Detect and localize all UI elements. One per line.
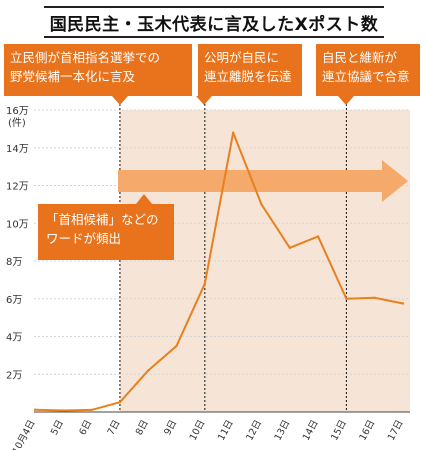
y-tick-label: 14万	[6, 144, 29, 155]
callout-line-2: 野党候補一本化に言及	[10, 69, 136, 84]
x-tick-label: 14日	[301, 418, 321, 442]
x-tick-label: 16日	[357, 418, 377, 442]
x-tick-label: 10日	[188, 418, 208, 442]
data-point	[288, 246, 291, 249]
x-tick-label: 13日	[273, 418, 293, 442]
x-tick-label: 9日	[162, 418, 179, 437]
data-point	[118, 400, 122, 404]
y-tick-label: 2万	[6, 370, 22, 381]
data-point	[401, 302, 405, 305]
data-point	[316, 235, 320, 238]
callout-line-2: 連立離脱を伝達	[204, 69, 292, 84]
callout-line-1: 立民側が首相指名選挙での	[10, 50, 161, 65]
data-point	[62, 409, 65, 412]
x-tick-label: 8日	[134, 418, 151, 437]
callout-opposition-candidate: 立民側が首相指名選挙での 野党候補一本化に言及	[4, 44, 192, 105]
y-tick-label: 8万	[6, 257, 22, 268]
callout-line-2: 連立協議で合意	[322, 69, 410, 84]
y-tick-label: 12万	[6, 182, 29, 193]
data-point	[345, 297, 348, 300]
callout-ldp-ishin-agreement: 自民と維新が 連立協議で合意	[316, 44, 420, 105]
x-tick-label: 10月4日	[10, 418, 37, 450]
x-tick-label: 6日	[77, 418, 94, 437]
data-point	[373, 296, 376, 300]
data-point	[147, 369, 150, 372]
x-tick-label: 11日	[216, 418, 236, 442]
x-tick-label: 15日	[329, 418, 349, 442]
data-point	[33, 408, 37, 411]
callout-line-1: 自民と維新が	[322, 50, 398, 65]
data-point	[260, 203, 263, 206]
x-tick-label: 5日	[49, 418, 66, 437]
data-point	[203, 282, 207, 285]
y-axis-unit: (件)	[8, 117, 26, 129]
y-tick-label: 6万	[6, 295, 22, 306]
chart-title: 国民民主・玉木代表に言及したXポスト数	[44, 6, 384, 38]
data-point	[90, 408, 93, 412]
x-tick-label: 12日	[244, 418, 264, 442]
callout-line-1: 公明が自民に	[204, 50, 280, 65]
callout-komeito-exit: 公明が自民に 連立離脱を伝達	[196, 44, 302, 105]
y-tick-label: 10万	[6, 219, 29, 230]
note-line-2: ワードが頻出	[46, 231, 122, 246]
x-tick-label: 7日	[106, 418, 123, 437]
note-line-1: 「首相候補」などの	[46, 212, 159, 227]
x-tick-label: 17日	[386, 418, 406, 442]
data-point	[175, 344, 178, 348]
trend-arrow	[118, 160, 408, 202]
y-tick-label: 4万	[6, 333, 22, 344]
data-point	[231, 131, 235, 134]
y-tick-label: 16万	[6, 106, 29, 117]
series-line	[34, 131, 404, 412]
note-frequent-words: 「首相候補」などの ワードが頻出	[38, 194, 174, 260]
event-period-shade	[119, 110, 410, 412]
